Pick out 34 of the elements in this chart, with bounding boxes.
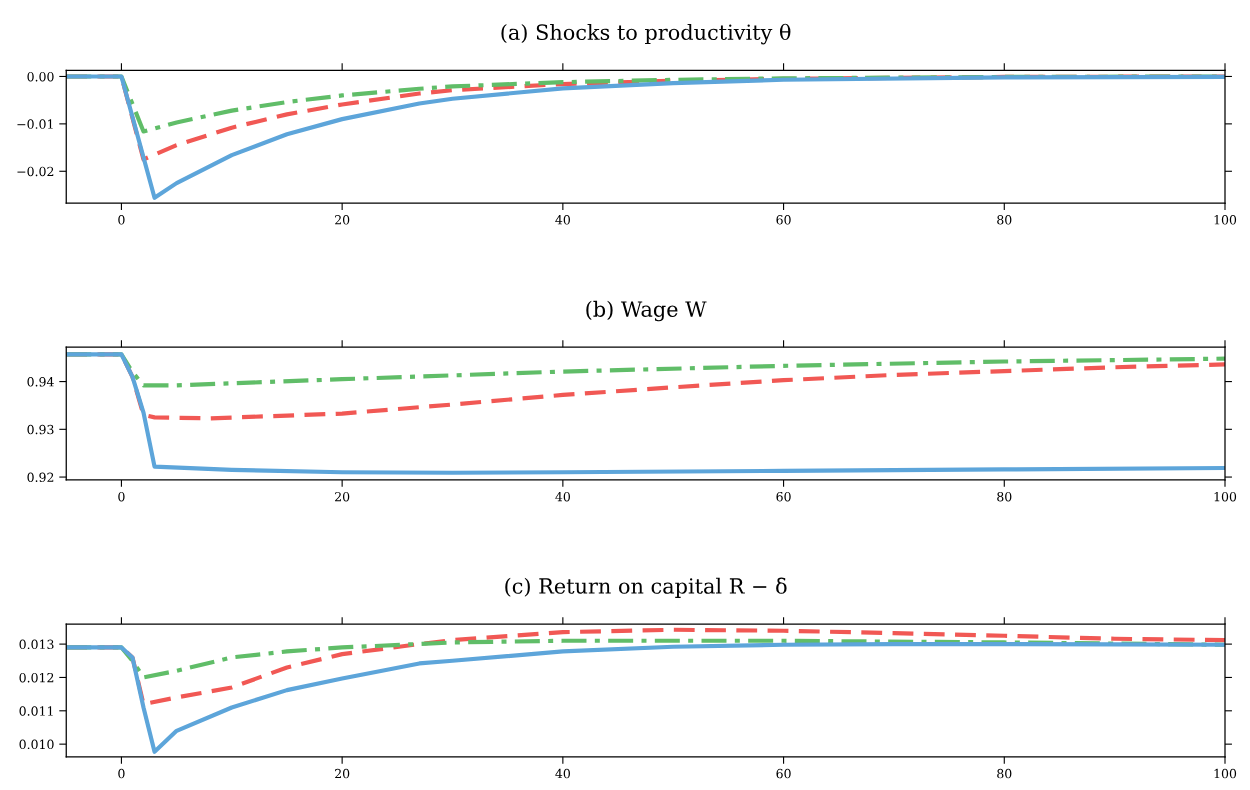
x-tick-label: 40	[555, 491, 570, 502]
x-tick-label: 0	[118, 215, 125, 225]
x-tick-label: 40	[555, 215, 570, 225]
chart-title: (c) Return on capital R − δ	[505, 577, 787, 598]
y-tick-label: 0.011	[19, 706, 53, 716]
x-tick-label: 0	[118, 768, 125, 779]
x-tick-label: 80	[997, 491, 1012, 502]
x-tick-label: 100	[1214, 215, 1237, 225]
x-tick-label: 100	[1214, 768, 1237, 779]
x-tick-label: 20	[335, 768, 350, 779]
y-tick-label: 0.013	[19, 639, 54, 650]
line-series	[66, 642, 1225, 754]
chart-title: (a) Shocks to productivity θ	[501, 23, 791, 45]
y-tick-label: −0.01	[17, 119, 53, 129]
y-tick-label: 0.012	[19, 672, 54, 683]
x-tick-label: 80	[997, 768, 1012, 779]
x-tick-label: 40	[555, 768, 570, 779]
x-tick-label: 60	[776, 768, 791, 779]
x-tick-label: 0	[118, 491, 125, 502]
x-tick-label: 100	[1214, 491, 1237, 502]
y-tick-label: −0.02	[17, 166, 54, 177]
x-tick-label: 20	[335, 215, 350, 225]
y-tick-label: 0.010	[19, 739, 54, 750]
x-tick-label: 80	[997, 215, 1012, 225]
y-tick-label: 0.00	[27, 71, 54, 82]
x-tick-label: 20	[335, 491, 350, 502]
line-series	[66, 74, 1225, 200]
x-tick-label: 60	[776, 215, 791, 225]
y-tick-label: 0.92	[27, 472, 54, 482]
y-tick-label: 0.93	[27, 424, 54, 435]
line-series	[66, 352, 1225, 475]
x-tick-label: 60	[776, 491, 791, 502]
chart-title: (b) Wage W	[586, 300, 707, 322]
y-tick-label: 0.94	[27, 377, 54, 387]
